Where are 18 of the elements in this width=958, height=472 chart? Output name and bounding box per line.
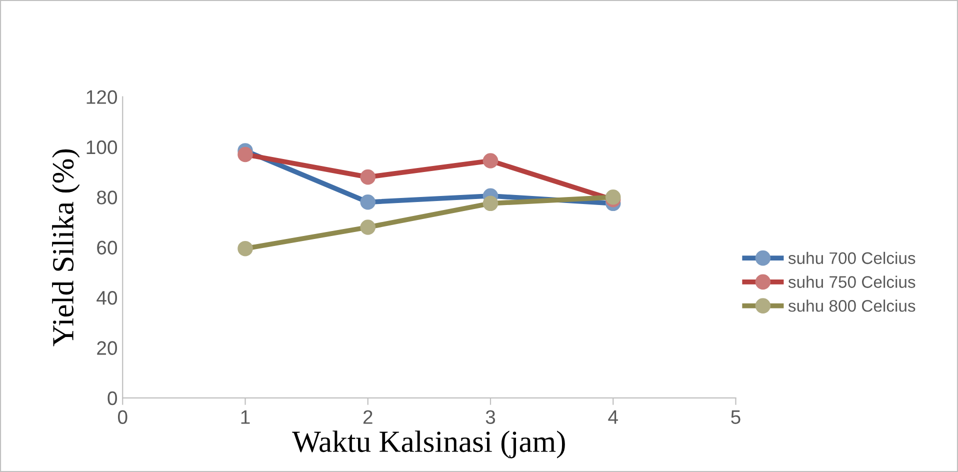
y-tick-label: 100 — [86, 140, 118, 154]
y-tick-label: 60 — [97, 240, 118, 255]
y-tick-label: 20 — [97, 341, 118, 355]
legend-label: suhu 800 Celcius — [788, 300, 916, 312]
legend-label: suhu 750 Celcius — [788, 276, 916, 288]
x-axis-title: Waktu Kalsinasi (jam) — [292, 430, 565, 458]
y-tick-label: 40 — [96, 290, 118, 305]
x-tick-label: 0 — [118, 410, 128, 424]
x-tick-label: 4 — [608, 410, 618, 424]
y-tick-label: 80 — [96, 190, 118, 204]
x-tick-label: 3 — [486, 410, 496, 424]
y-axis-title: Yield Silika (%) — [52, 149, 80, 346]
x-tick-label: 1 — [241, 410, 250, 424]
y-tick-label: 120 — [86, 90, 118, 104]
legend-label: suhu 700 Celcius — [788, 252, 916, 264]
y-tick-label: 0 — [108, 391, 118, 406]
x-tick-label: 5 — [731, 410, 740, 424]
x-tick-label: 2 — [363, 410, 372, 424]
